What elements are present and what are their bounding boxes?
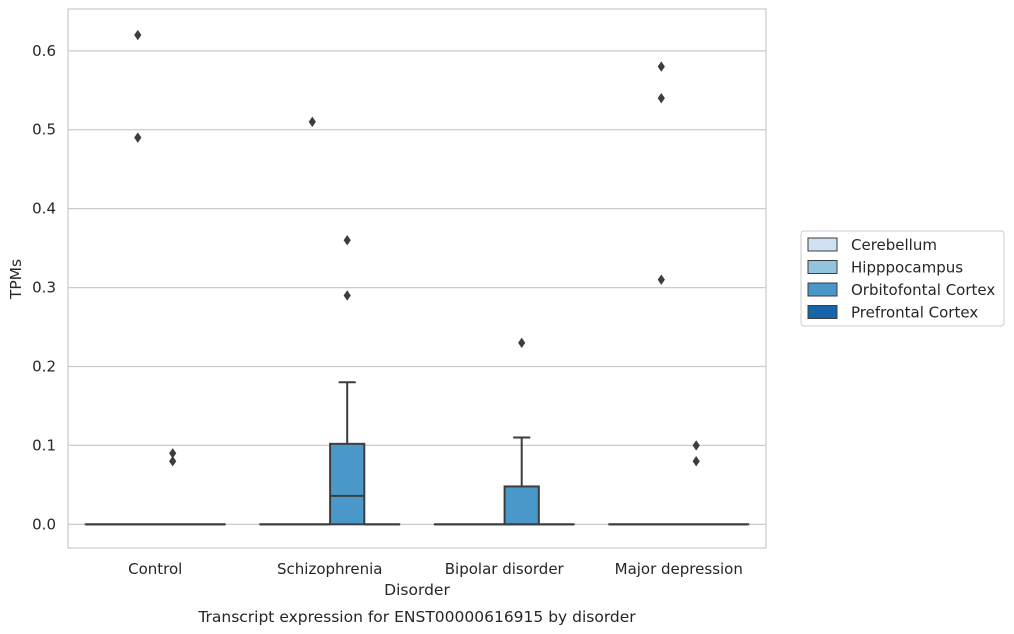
- x-tick-label: Schizophrenia: [277, 560, 382, 578]
- outlier-point: [657, 92, 665, 104]
- legend-item: Orbitofontal Cortex: [807, 281, 995, 299]
- outlier-point: [169, 448, 177, 459]
- legend-swatch: [807, 282, 838, 297]
- outlier-point: [692, 440, 700, 451]
- plot-frame: [67, 8, 767, 549]
- box: [503, 436, 540, 526]
- y-tick-label: 0.0: [32, 515, 56, 533]
- legend-label: Orbitofontal Cortex: [851, 281, 995, 299]
- outlier-point: [657, 274, 665, 285]
- legend-swatch: [807, 260, 838, 274]
- y-tick-label: 0.1: [32, 436, 56, 454]
- box-series: [84, 381, 750, 526]
- legend-box: [800, 230, 1005, 327]
- box-body: [329, 442, 366, 526]
- outlier-point: [657, 61, 665, 72]
- y-tick-label: 0.3: [32, 279, 56, 297]
- legend-label: Cerebellum: [851, 236, 937, 254]
- outlier-point: [134, 29, 142, 41]
- legend-item: Hipppocampus: [807, 259, 963, 277]
- chart-caption: Transcript expression for ENST0000061691…: [197, 608, 636, 626]
- x-tick-label: Bipolar disorder: [445, 560, 565, 578]
- outlier-point: [343, 290, 351, 301]
- outlier-point: [134, 132, 142, 143]
- gridlines: [68, 50, 766, 525]
- x-tick-label: Major depression: [615, 560, 743, 578]
- legend: Cerebellum Hipppocampus Orbitofontal Corte…: [800, 230, 1005, 327]
- outlier-points: [134, 29, 700, 467]
- legend-swatch: [807, 305, 838, 319]
- outlier-point: [308, 116, 316, 128]
- legend-swatch: [807, 237, 838, 252]
- outlier-point: [518, 337, 526, 349]
- x-tick-label: Control: [128, 560, 182, 578]
- x-tick-labels: Control Schizophrenia Bipolar disorder Majo…: [128, 560, 743, 578]
- y-tick-labels: 0.0 0.1 0.2 0.3 0.4 0.5 0.6: [32, 42, 56, 533]
- legend-item: Prefrontal Cortex: [807, 304, 978, 322]
- legend-label: Hipppocampus: [851, 259, 963, 277]
- y-tick-label: 0.2: [32, 357, 56, 375]
- y-axis-label: TPMs: [7, 259, 25, 300]
- y-tick-label: 0.5: [32, 121, 56, 139]
- outlier-point: [169, 455, 177, 467]
- outlier-point: [692, 455, 700, 467]
- legend-item: Cerebellum: [807, 236, 937, 254]
- box: [329, 381, 366, 526]
- box-body: [503, 485, 540, 526]
- legend-label: Prefrontal Cortex: [851, 304, 978, 322]
- x-axis-label: Disorder: [384, 581, 450, 599]
- y-tick-label: 0.4: [32, 200, 56, 218]
- outlier-point: [343, 235, 351, 246]
- y-tick-label: 0.6: [32, 42, 56, 60]
